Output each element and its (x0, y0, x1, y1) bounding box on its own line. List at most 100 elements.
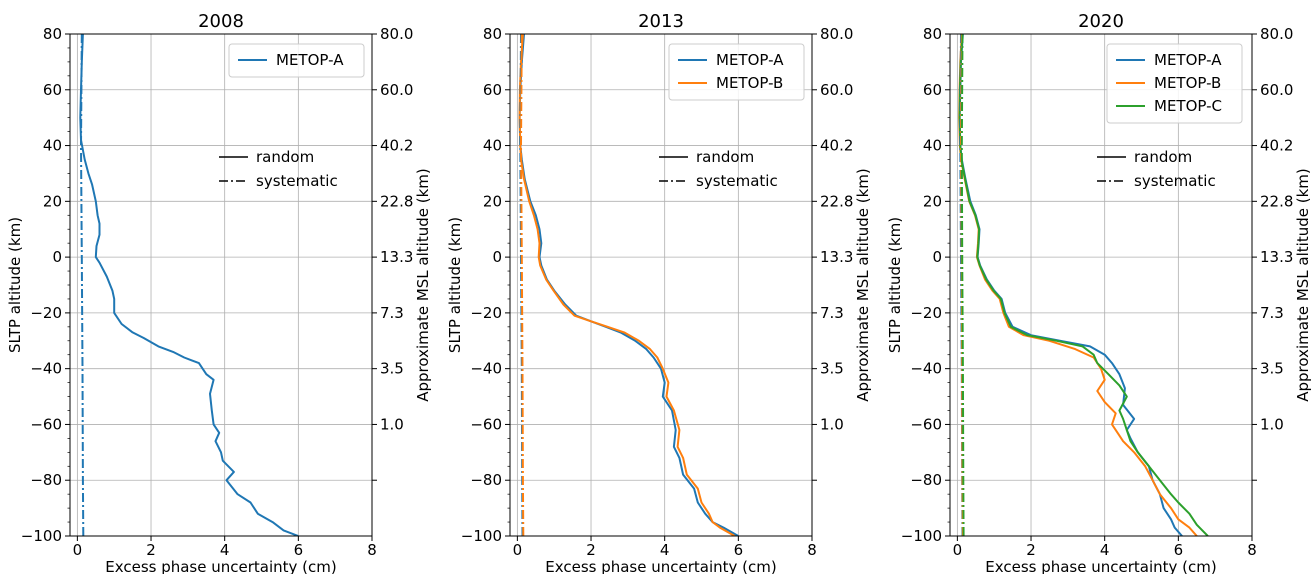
legend-label: METOP-A (1154, 51, 1222, 69)
series-line-metop-a-random (79, 34, 299, 536)
x-tick-label: 2 (1026, 541, 1036, 559)
y-tick-label: 0 (492, 248, 502, 266)
legend-series: METOP-A METOP-B (668, 43, 805, 101)
legend-style-label: random (696, 148, 754, 166)
y2-tick-label: 1.0 (820, 415, 844, 433)
x-tick-label: 8 (367, 541, 377, 559)
y-tick-label: 20 (483, 192, 502, 210)
y2-tick-label: 60.0 (820, 81, 853, 99)
y-tick-label: 60 (43, 81, 62, 99)
plot-frame (509, 33, 813, 537)
y-tick-label: 60 (923, 81, 942, 99)
chart-title: 2013 (638, 11, 684, 32)
series-line-metop-a-systematic (80, 34, 85, 536)
y-tick-label: 60 (483, 81, 502, 99)
y-tick-label: 20 (43, 192, 62, 210)
y-tick-label: −100 (901, 527, 942, 545)
y-tick-label: −100 (461, 527, 502, 545)
legend-label: METOP-B (1154, 74, 1221, 92)
series-group (958, 34, 1209, 536)
y-tick-label: 0 (52, 248, 62, 266)
y-tick-label: −60 (910, 415, 942, 433)
x-tick-label: 0 (953, 541, 963, 559)
y2-tick-label: 3.5 (820, 360, 844, 378)
y-tick-label: −20 (910, 304, 942, 322)
y2-tick-label: 13.3 (380, 248, 413, 266)
legend-styles: random systematic (659, 148, 778, 190)
legend-style-label: random (256, 148, 314, 166)
y2-tick-label: 80.0 (1260, 25, 1293, 43)
x-tick-label: 8 (1247, 541, 1257, 559)
y-tick-label: −80 (470, 471, 502, 489)
y-tick-label: 40 (483, 137, 502, 155)
series-line-metop-b-random (518, 34, 736, 536)
x-tick-label: 6 (294, 541, 304, 559)
y-tick-label: 40 (43, 137, 62, 155)
legend-series: METOP-A METOP-B METOP-C (1106, 43, 1243, 124)
y-tick-label: −40 (470, 360, 502, 378)
x-tick-label: 4 (1100, 541, 1110, 559)
y2-tick-label: 1.0 (380, 415, 404, 433)
y-tick-label: −40 (910, 360, 942, 378)
y-tick-label: 0 (932, 248, 942, 266)
y2-tick-label: 40.2 (820, 137, 853, 155)
legend-series: METOP-A (228, 43, 365, 78)
series-group (518, 34, 739, 536)
y2-tick-label: 60.0 (1260, 81, 1293, 99)
series-line-metop-c-systematic (960, 34, 965, 536)
series-group (79, 34, 299, 536)
y-tick-label: −80 (30, 471, 62, 489)
legend-styles: random systematic (219, 148, 338, 190)
legend-box (1106, 43, 1243, 124)
y-tick-label: −100 (21, 527, 62, 545)
legend-label: METOP-C (1154, 97, 1222, 115)
legend-style-label: systematic (1134, 172, 1216, 190)
x-tick-label: 8 (807, 541, 817, 559)
y2-tick-label: 80.0 (380, 25, 413, 43)
x-tick-label: 0 (73, 541, 83, 559)
y2-tick-label: 13.3 (820, 248, 853, 266)
x-tick-label: 2 (146, 541, 156, 559)
y2-tick-label: 13.3 (1260, 248, 1293, 266)
y2-tick-label: 60.0 (380, 81, 413, 99)
x-tick-label: 0 (513, 541, 523, 559)
grid-lines (70, 33, 373, 537)
y2-tick-label: 22.8 (1260, 192, 1293, 210)
y-axis-label: SLTP altitude (km) (446, 217, 464, 353)
series-line-metop-b-systematic (520, 34, 525, 536)
y2-tick-label: 7.3 (380, 304, 404, 322)
y-tick-label: −60 (470, 415, 502, 433)
y2-tick-label: 7.3 (820, 304, 844, 322)
y2-axis-label: Approximate MSL altitude (km) (1294, 168, 1312, 402)
x-tick-label: 4 (660, 541, 670, 559)
y2-tick-label: 40.2 (1260, 137, 1293, 155)
chart-title: 2008 (198, 11, 244, 32)
grid-lines (510, 33, 813, 537)
y-tick-label: 80 (483, 25, 502, 43)
y-tick-label: 20 (923, 192, 942, 210)
chart-panel-2020: 0 2 4 6 8 −100 −80 −60 −40 −20 0 20 40 60 80 80.0 60.0 40… (886, 11, 1312, 574)
legend-styles: random systematic (1097, 148, 1216, 190)
y-axis-label: SLTP altitude (km) (6, 217, 24, 353)
y2-tick-label: 22.8 (380, 192, 413, 210)
y-tick-label: −80 (910, 471, 942, 489)
chart-panel-2013: 0 2 4 6 8 −100 −80 −60 −40 −20 0 20 40 60 80 80.0 60.0 40… (446, 11, 872, 574)
y-tick-label: 40 (923, 137, 942, 155)
y2-tick-label: 1.0 (1260, 415, 1284, 433)
y-tick-label: −20 (30, 304, 62, 322)
y2-tick-label: 3.5 (1260, 360, 1284, 378)
y-tick-label: −40 (30, 360, 62, 378)
y2-axis-label: Approximate MSL altitude (km) (414, 168, 432, 402)
legend-label: METOP-B (716, 74, 783, 92)
y2-tick-label: 22.8 (820, 192, 853, 210)
y-tick-label: −20 (470, 304, 502, 322)
legend-style-label: systematic (256, 172, 338, 190)
chart-title: 2020 (1078, 11, 1124, 32)
legend-label: METOP-A (716, 51, 784, 69)
chart-panel-2008: 0 2 4 6 8 −100 −80 −60 −40 −20 0 20 40 60 80 80.0 60.0 40… (6, 11, 432, 574)
y-tick-label: −60 (30, 415, 62, 433)
plot-frame (69, 33, 373, 537)
y2-tick-label: 3.5 (380, 360, 404, 378)
y2-tick-label: 40.2 (380, 137, 413, 155)
